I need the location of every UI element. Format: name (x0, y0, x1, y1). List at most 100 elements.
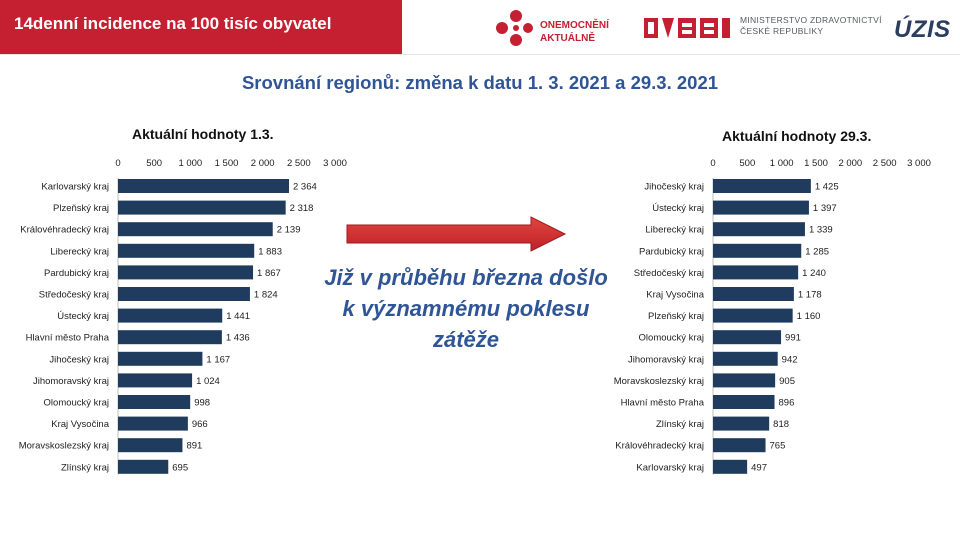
chart-title-march-29: Aktuální hodnoty 29.3. (722, 128, 872, 144)
march-1-value-label: 891 (186, 441, 202, 452)
march-29-value-label: 896 (779, 398, 795, 409)
title-box: 14denní incidence na 100 tisíc obyvatel (0, 0, 402, 54)
march-1-category-label: Karlovarský kraj (41, 182, 109, 193)
march-29-value-label: 991 (785, 333, 801, 344)
march-29-bar (713, 416, 770, 431)
march-1-category-label: Ústecký kraj (57, 311, 109, 322)
march-1-x-tick-label: 2 000 (251, 158, 275, 169)
chart-title-march-1: Aktuální hodnoty 1.3. (132, 126, 274, 142)
march-29-category-label: Kraj Vysočina (646, 290, 704, 301)
march-29-bar (713, 287, 794, 301)
march-1-category-label: Jihomoravský kraj (33, 376, 109, 387)
march-29-bar (713, 395, 775, 409)
page-title: 14denní incidence na 100 tisíc obyvatel (14, 14, 332, 33)
march-29-bar (713, 351, 778, 366)
ministry-mark-icon (644, 18, 730, 38)
march-1-bar (118, 416, 188, 431)
march-1-bar (118, 179, 289, 193)
march-1-bar (118, 459, 169, 474)
march-29-value-label: 818 (773, 419, 789, 430)
march-29-x-tick-label: 1 000 (770, 158, 794, 169)
march-1-bar (118, 330, 222, 345)
march-1-value-label: 1 167 (206, 354, 230, 365)
march-29-category-label: Plzeňský kraj (648, 311, 704, 322)
march-1-value-label: 2 139 (277, 225, 301, 236)
march-1-bar (118, 287, 250, 301)
march-29-category-label: Zlínský kraj (656, 419, 704, 430)
march-29-bar (713, 200, 809, 215)
march-29-x-tick-label: 0 (710, 158, 715, 169)
onemocneni-logo-text: ONEMOCNĚNÍ AKTUÁLNĚ (540, 20, 609, 44)
callout-text: Již v průběhu března došlo k významnému … (324, 265, 608, 352)
march-1-value-label: 695 (172, 462, 188, 473)
march-29-value-label: 1 425 (815, 182, 839, 193)
march-1-value-label: 966 (192, 419, 208, 430)
march-1-category-label: Moravskoslezský kraj (19, 441, 109, 452)
march-29-category-label: Karlovarský kraj (636, 462, 704, 473)
march-1-bar (118, 222, 273, 237)
march-29-value-label: 942 (782, 354, 798, 365)
march-29-category-label: Liberecký kraj (645, 225, 704, 236)
march-29-category-label: Pardubický kraj (639, 246, 704, 257)
march-29-value-label: 1 160 (797, 311, 821, 322)
march-29-category-label: Hlavní město Praha (621, 398, 705, 409)
march-1-bar (118, 395, 191, 409)
march-1-x-tick-label: 500 (146, 158, 162, 169)
march-29-value-label: 497 (751, 462, 767, 473)
march-1-value-label: 2 318 (290, 203, 314, 214)
march-29-x-tick-label: 500 (739, 158, 755, 169)
march-29-value-label: 1 397 (813, 203, 837, 214)
march-29-x-tick-label: 2 000 (838, 158, 862, 169)
march-1-category-label: Plzeňský kraj (53, 203, 109, 214)
march-1-x-tick-label: 3 000 (323, 158, 347, 169)
march-1-category-label: Liberecký kraj (50, 246, 109, 257)
march-29-value-label: 1 178 (798, 290, 822, 301)
uzis-logo: ÚZIS (894, 10, 950, 46)
march-1-value-label: 998 (194, 398, 210, 409)
march-1-bar (118, 243, 255, 258)
march-1-x-tick-label: 1 000 (178, 158, 202, 169)
march-1-category-label: Jihočeský kraj (49, 354, 109, 365)
march-1-category-label: Hlavní město Praha (26, 333, 110, 344)
march-29-value-label: 1 240 (802, 268, 826, 279)
molecule-icon (496, 10, 533, 46)
march-1-category-label: Zlínský kraj (61, 462, 109, 473)
march-1-category-label: Královéhradecký kraj (20, 225, 109, 236)
march-29-x-tick-label: 2 500 (873, 158, 897, 169)
march-1-x-tick-label: 1 500 (215, 158, 239, 169)
march-1-value-label: 1 867 (257, 268, 281, 279)
march-1-category-label: Olomoucký kraj (44, 398, 109, 409)
march-29-category-label: Moravskoslezský kraj (614, 376, 704, 387)
march-1-bar (118, 351, 203, 366)
march-29-value-label: 1 339 (809, 225, 833, 236)
march-29-bar (713, 330, 782, 345)
march-1-bar (118, 438, 183, 453)
right-arrow-icon (346, 216, 567, 252)
march-1-x-tick-label: 0 (115, 158, 120, 169)
march-1-bar (118, 373, 193, 388)
march-29-bar (713, 459, 748, 474)
march-29-x-tick-label: 1 500 (804, 158, 828, 169)
ministry-logo-text: MINISTERSTVO ZDRAVOTNICTVÍ ČESKÉ REPUBLI… (740, 15, 882, 36)
ministry-logo: MINISTERSTVO ZDRAVOTNICTVÍ ČESKÉ REPUBLI… (644, 12, 884, 44)
march-29-bar (713, 222, 805, 237)
march-1-value-label: 1 441 (226, 311, 250, 322)
march-29-bar (713, 243, 802, 258)
march-1-value-label: 1 024 (196, 376, 220, 387)
march-1-x-tick-label: 2 500 (287, 158, 311, 169)
header-bar: 14denní incidence na 100 tisíc obyvatel … (0, 0, 960, 55)
march-29-value-label: 905 (779, 376, 795, 387)
march-1-bar (118, 200, 286, 215)
march-1-category-label: Středočeský kraj (39, 290, 109, 301)
march-29-bar (713, 373, 776, 388)
onemocneni-aktualne-logo: ONEMOCNĚNÍ AKTUÁLNĚ (494, 8, 624, 48)
march-1-bar (118, 265, 254, 280)
march-29-bar (713, 179, 811, 193)
march-1-value-label: 2 364 (293, 182, 317, 193)
march-29-value-label: 765 (770, 441, 786, 452)
comparison-subtitle: Srovnání regionů: změna k datu 1. 3. 202… (241, 72, 719, 93)
march-29-category-label: Jihočeský kraj (644, 182, 704, 193)
march-29-category-label: Jihomoravský kraj (628, 354, 704, 365)
march-29-category-label: Středočeský kraj (634, 268, 704, 279)
